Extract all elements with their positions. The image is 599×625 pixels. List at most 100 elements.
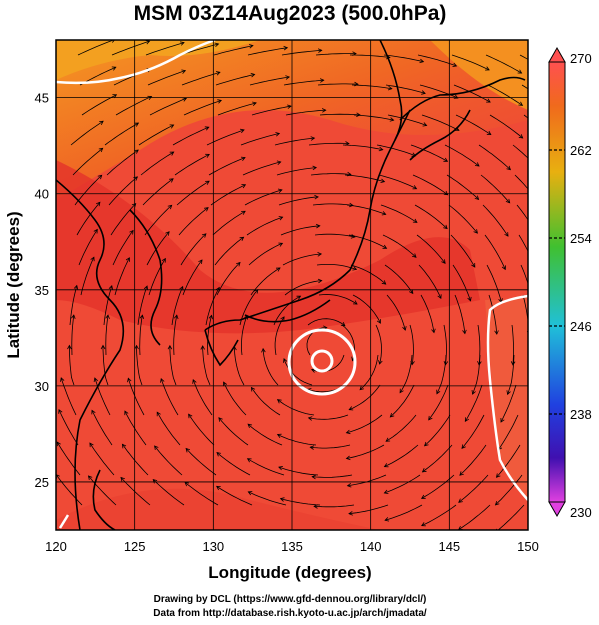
streamline bbox=[497, 414, 519, 451]
streamline bbox=[174, 154, 210, 176]
streamline-arrow bbox=[348, 511, 353, 516]
streamline bbox=[240, 133, 280, 146]
y-tick-label: 45 bbox=[35, 91, 49, 106]
streamline bbox=[458, 504, 491, 530]
streamline bbox=[278, 466, 319, 476]
streamline-arrow bbox=[247, 423, 253, 429]
streamline-arrow bbox=[60, 377, 65, 382]
streamline bbox=[70, 120, 104, 146]
streamline bbox=[80, 257, 95, 296]
streamline-arrow bbox=[412, 218, 418, 223]
streamline bbox=[91, 410, 113, 446]
streamline-arrow bbox=[385, 437, 391, 442]
streamline bbox=[152, 479, 185, 506]
map-title: MSM 03Z14Aug2023 (500.0hPa) bbox=[133, 2, 447, 25]
streamline-arrow bbox=[200, 345, 205, 350]
streamline bbox=[182, 259, 203, 296]
streamline-arrow bbox=[443, 190, 449, 196]
streamline bbox=[317, 83, 359, 86]
streamline bbox=[452, 264, 471, 301]
streamline-arrow bbox=[321, 108, 327, 113]
streamline bbox=[450, 234, 476, 268]
streamline-arrow bbox=[240, 156, 246, 161]
streamline-arrow bbox=[124, 410, 129, 416]
streamline-arrow bbox=[139, 314, 145, 320]
streamline-arrow bbox=[205, 153, 210, 158]
streamline-arrow bbox=[387, 85, 393, 91]
streamline bbox=[145, 42, 185, 56]
streamline-arrow bbox=[111, 66, 117, 71]
colorbar-tick-label: 238 bbox=[570, 407, 592, 422]
streamline-arrow bbox=[378, 360, 383, 365]
streamline-arrow bbox=[510, 361, 516, 366]
streamline-arrow bbox=[538, 201, 542, 205]
streamline bbox=[350, 54, 390, 58]
streamline bbox=[480, 174, 510, 204]
streamline-arrow bbox=[380, 178, 386, 183]
streamline-arrow bbox=[459, 471, 464, 476]
streamline-arrow bbox=[276, 160, 282, 165]
streamline-arrow bbox=[458, 498, 463, 503]
streamline bbox=[312, 203, 353, 206]
streamline bbox=[464, 384, 483, 422]
streamline-arrow bbox=[58, 409, 63, 414]
streamline-arrow bbox=[315, 223, 321, 229]
streamline bbox=[314, 233, 355, 238]
streamline-arrow bbox=[312, 165, 318, 171]
y-tick-labels: 25 30 35 40 45 bbox=[35, 91, 49, 490]
streamline bbox=[106, 149, 139, 176]
streamline bbox=[417, 54, 457, 67]
streamline bbox=[346, 414, 383, 434]
streamline-arrow bbox=[201, 233, 207, 238]
y-tick-label: 40 bbox=[35, 187, 49, 202]
streamline-arrow bbox=[121, 443, 127, 449]
streamline bbox=[148, 258, 166, 296]
streamline bbox=[386, 294, 406, 331]
streamline bbox=[56, 441, 81, 476]
x-tick-label: 125 bbox=[124, 539, 146, 554]
streamline bbox=[318, 294, 358, 305]
streamline-arrow bbox=[134, 149, 139, 154]
streamline bbox=[178, 207, 209, 236]
streamline bbox=[172, 126, 209, 146]
streamline bbox=[349, 384, 381, 411]
streamline bbox=[414, 204, 448, 229]
streamline bbox=[390, 384, 415, 418]
streamline-arrow bbox=[248, 44, 254, 49]
streamline-arrow bbox=[56, 441, 61, 447]
streamline-arrow bbox=[409, 289, 414, 295]
streamline bbox=[160, 378, 179, 416]
streamline-arrow bbox=[97, 174, 103, 180]
streamline bbox=[348, 504, 389, 515]
streamline bbox=[78, 229, 98, 266]
streamline-arrow bbox=[283, 358, 288, 363]
streamline-arrow bbox=[181, 69, 187, 74]
streamline bbox=[308, 414, 349, 420]
streamline-arrow bbox=[285, 75, 291, 80]
credit-drawing: Drawing by DCL (https://www.gfd‐dennou.o… bbox=[153, 594, 427, 605]
streamline-arrow bbox=[161, 257, 166, 263]
streamline bbox=[306, 327, 327, 356]
streamline bbox=[247, 458, 285, 476]
streamline-arrow bbox=[127, 377, 132, 383]
x-tick-label: 135 bbox=[281, 539, 303, 554]
streamline-arrow bbox=[389, 412, 395, 418]
streamline bbox=[348, 234, 387, 249]
streamline bbox=[497, 504, 525, 530]
streamline-arrow bbox=[192, 379, 197, 384]
streamline bbox=[419, 84, 458, 99]
streamline bbox=[248, 242, 283, 266]
streamline bbox=[514, 174, 528, 190]
streamline bbox=[495, 474, 523, 506]
streamline bbox=[383, 54, 424, 63]
streamline bbox=[139, 315, 143, 356]
streamline bbox=[56, 474, 83, 506]
streamline bbox=[420, 294, 435, 333]
streamline bbox=[312, 474, 353, 478]
y-tick-label: 30 bbox=[35, 379, 49, 394]
streamline-arrow bbox=[504, 232, 509, 237]
streamline-arrow bbox=[310, 136, 316, 141]
streamline bbox=[418, 264, 442, 299]
streamline bbox=[274, 137, 315, 146]
streamline-arrow bbox=[381, 280, 387, 285]
